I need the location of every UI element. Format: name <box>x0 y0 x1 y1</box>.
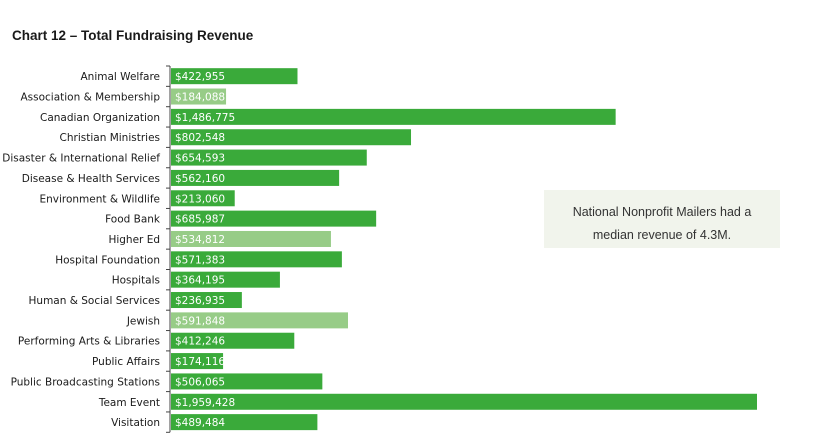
data-label: $534,812 <box>175 234 225 246</box>
category-label: Hospital Foundation <box>55 254 160 266</box>
bar <box>171 149 367 166</box>
category-label: Visitation <box>111 417 160 429</box>
data-label: $571,383 <box>175 254 225 266</box>
bar <box>171 230 331 247</box>
bar <box>171 312 349 329</box>
data-label: $213,060 <box>175 193 225 205</box>
data-label: $506,065 <box>175 376 225 388</box>
category-label: Public Broadcasting Stations <box>11 376 160 388</box>
category-label: Disaster & International Relief <box>2 153 160 165</box>
bar <box>171 169 340 186</box>
data-label: $364,195 <box>175 275 225 287</box>
data-label: $412,246 <box>175 336 225 348</box>
bar <box>171 353 224 370</box>
bar <box>171 292 242 309</box>
data-label: $802,548 <box>175 132 225 144</box>
data-label: $1,486,775 <box>175 112 235 124</box>
data-label: $562,160 <box>175 173 225 185</box>
bar <box>171 271 280 288</box>
category-label: Food Bank <box>105 214 161 226</box>
data-label: $489,484 <box>175 417 225 429</box>
bar <box>171 210 377 227</box>
data-label: $184,088 <box>175 92 225 104</box>
annotation-line-1: National Nonprofit Mailers had a <box>572 205 752 219</box>
category-label: Environment & Wildlife <box>39 193 160 205</box>
bar <box>171 251 342 268</box>
category-label: Animal Welfare <box>81 71 161 83</box>
data-label: $174,116 <box>175 356 225 368</box>
category-label: Association & Membership <box>20 92 160 104</box>
data-label: $236,935 <box>175 295 225 307</box>
data-label: $1,959,428 <box>175 397 235 409</box>
bar <box>171 129 412 146</box>
annotation-line-2: median revenue of 4.3M. <box>592 228 732 242</box>
bar <box>171 373 323 390</box>
category-label: Disease & Health Services <box>22 173 160 185</box>
chart-title: Chart 12 – Total Fundraising Revenue <box>12 28 254 43</box>
category-label: Public Affairs <box>92 356 160 368</box>
category-label: Canadian Organization <box>40 112 160 124</box>
bar <box>171 88 227 105</box>
category-label: Higher Ed <box>108 234 160 246</box>
data-label: $654,593 <box>175 153 225 165</box>
category-label: Christian Ministries <box>60 132 160 144</box>
bar <box>171 414 318 431</box>
bar <box>171 332 295 349</box>
bar <box>171 68 298 85</box>
bar <box>171 190 235 207</box>
category-label: Human & Social Services <box>29 295 160 307</box>
category-label: Hospitals <box>112 275 160 287</box>
annotation-box: National Nonprofit Mailers had a median … <box>544 190 780 248</box>
bar <box>171 108 616 125</box>
category-label: Jewish <box>126 315 160 327</box>
data-label: $422,955 <box>175 71 225 83</box>
category-label: Team Event <box>98 397 160 409</box>
data-label: $685,987 <box>175 214 225 226</box>
category-label: Performing Arts & Libraries <box>18 336 160 348</box>
bar <box>171 393 757 410</box>
data-label: $591,848 <box>175 315 225 327</box>
